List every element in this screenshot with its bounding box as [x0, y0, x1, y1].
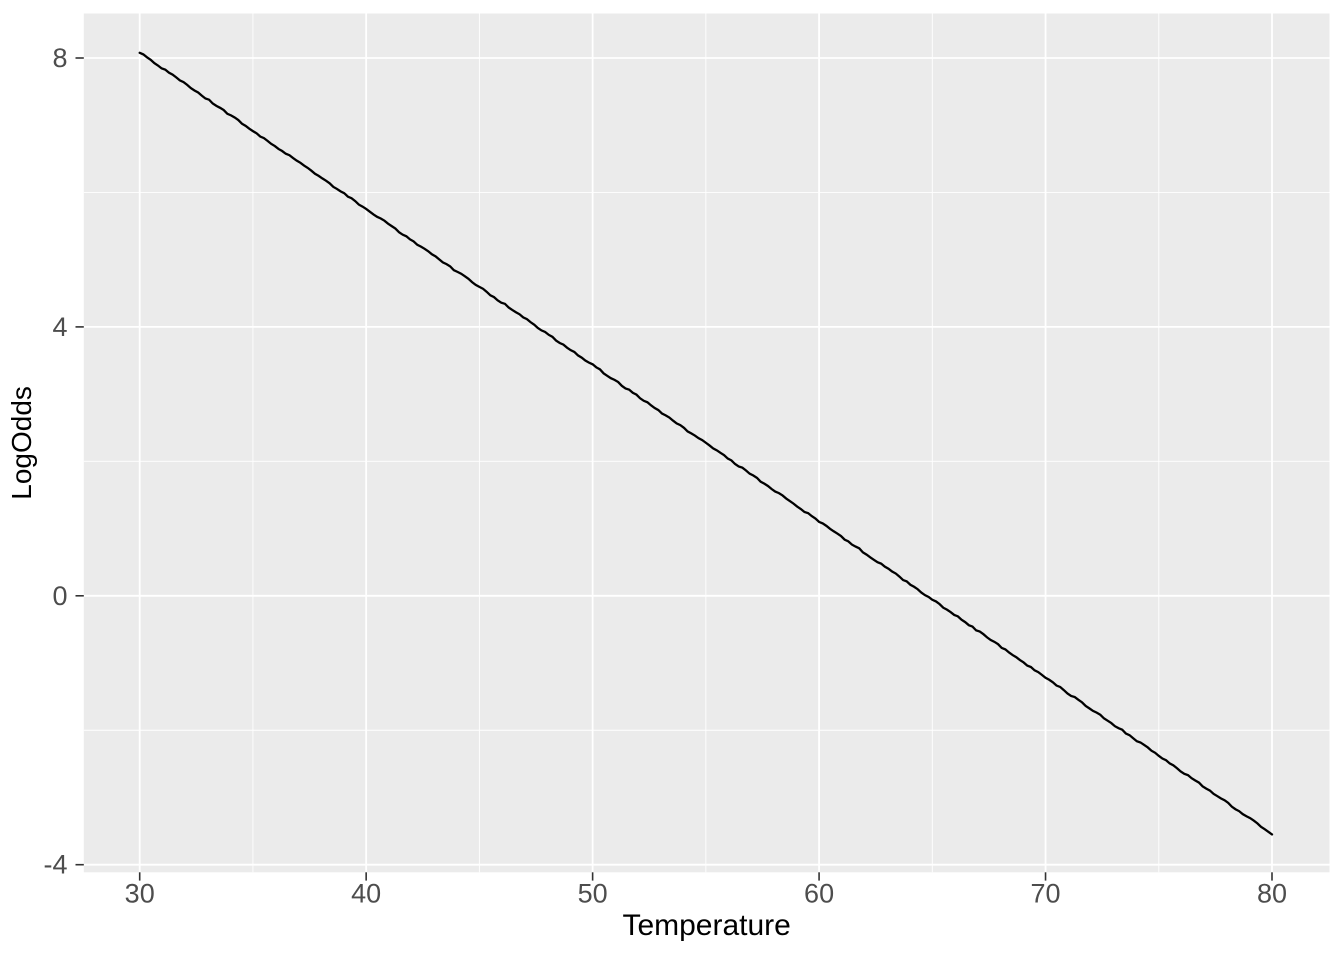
svg-text:LogOdds: LogOdds [6, 386, 37, 500]
svg-text:70: 70 [1031, 879, 1061, 909]
svg-text:50: 50 [578, 879, 608, 909]
svg-text:Temperature: Temperature [622, 909, 790, 942]
svg-text:0: 0 [52, 581, 67, 611]
svg-text:30: 30 [125, 879, 155, 909]
svg-text:-4: -4 [43, 850, 67, 880]
svg-text:60: 60 [804, 879, 834, 909]
svg-text:8: 8 [52, 43, 67, 73]
svg-text:40: 40 [351, 879, 381, 909]
svg-text:4: 4 [52, 312, 67, 342]
svg-text:80: 80 [1257, 879, 1287, 909]
